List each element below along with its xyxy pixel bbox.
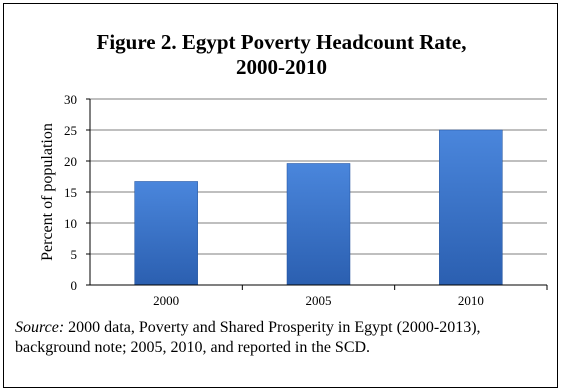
x-tick-label: 2005: [306, 293, 332, 308]
y-tick-label: 5: [71, 247, 78, 262]
x-tick-label: 2010: [458, 293, 484, 308]
y-axis-label: Percent of population: [39, 123, 56, 261]
bars: [134, 129, 503, 286]
y-tick-label: 25: [64, 123, 77, 138]
y-tick-label: 20: [64, 154, 77, 169]
y-tick-label: 0: [71, 278, 78, 293]
chart-title: Figure 2. Egypt Poverty Headcount Rate, …: [0, 30, 563, 80]
y-tick-label: 30: [64, 92, 77, 107]
source-caption: Source: 2000 data, Poverty and Shared Pr…: [15, 318, 550, 358]
chart-title-line-1: Figure 2. Egypt Poverty Headcount Rate,: [96, 30, 467, 54]
y-tick-label: 15: [64, 185, 77, 200]
bar-2000: [134, 181, 198, 286]
y-tick-label: 10: [64, 216, 77, 231]
bar-2005: [286, 163, 351, 286]
chart-title-line-2: 2000-2010: [236, 55, 327, 79]
bar-2010: [439, 129, 503, 286]
source-text: 2000 data, Poverty and Shared Prosperity…: [15, 319, 481, 356]
x-tick-label: 2000: [153, 293, 179, 308]
axes: 0 5 10 15 20 25 30 2000 2005 2010: [64, 92, 548, 308]
source-label: Source:: [15, 319, 65, 336]
